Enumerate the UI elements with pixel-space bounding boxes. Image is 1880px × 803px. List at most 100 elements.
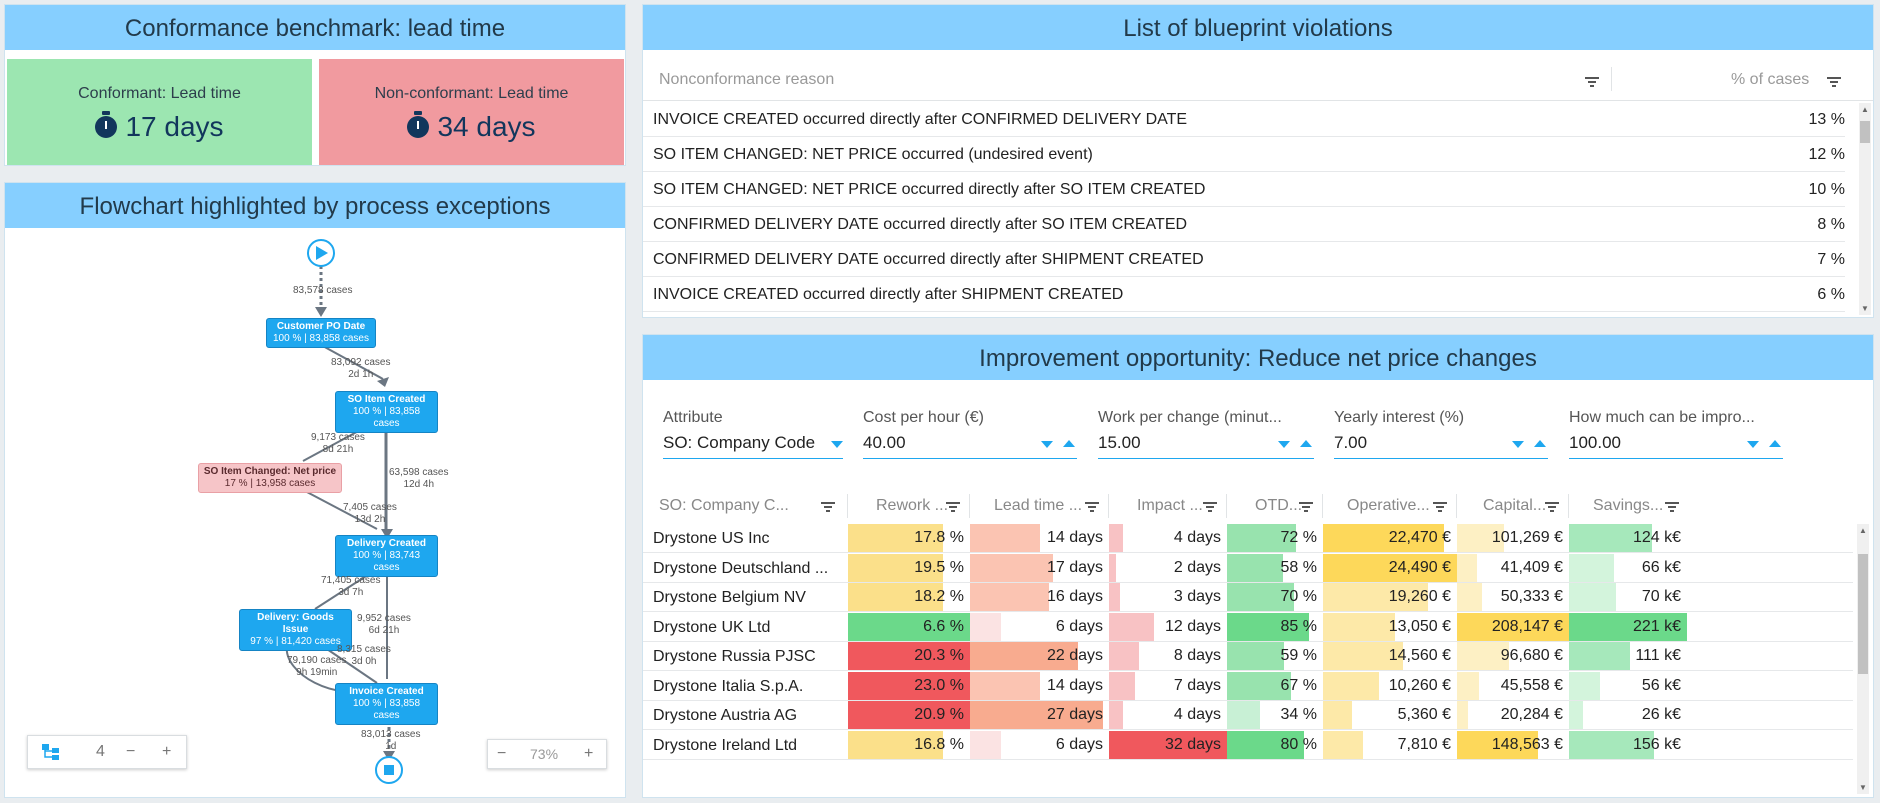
zoom-in-button[interactable]: +	[584, 745, 594, 762]
value-bar	[848, 671, 970, 700]
cell-rework: 17.8 %	[848, 524, 970, 552]
table-row[interactable]: INVOICE CREATED occurred directly after …	[643, 102, 1845, 137]
cost-per-hour-input[interactable]: 40.00	[863, 433, 1077, 459]
cell-impact: 12 days	[1109, 612, 1227, 641]
value-bar	[970, 612, 1001, 641]
improvement-percent-input[interactable]: 100.00	[1569, 433, 1783, 459]
value-bar	[1227, 671, 1292, 700]
table-row[interactable]: CONFIRMED DELIVERY DATE occurred directl…	[643, 207, 1845, 242]
company-name: Drystone Italia S.p.A.	[653, 677, 804, 695]
work-per-change-input[interactable]: 15.00	[1098, 433, 1314, 459]
increment-icon[interactable]	[1534, 440, 1546, 447]
col-header-operative[interactable]: Operative...	[1323, 494, 1457, 518]
cell-oper: 22,470 €	[1323, 524, 1457, 552]
attribute-filter: Attribute SO: Company Code	[663, 409, 843, 459]
table-row[interactable]: Drystone US Inc 17.8 % 14 days 4 days 72 % 22…	[643, 524, 1853, 553]
decrement-icon[interactable]	[1278, 441, 1290, 448]
levels-value: 4	[96, 743, 105, 760]
table-row[interactable]: Drystone Austria AG 20.9 % 27 days 4 days 34…	[643, 701, 1853, 730]
attribute-select[interactable]: SO: Company Code	[663, 433, 843, 459]
col-header-reason[interactable]: Nonconformance reason	[659, 71, 835, 88]
flow-node-invoice-created[interactable]: Invoice Created 100 % | 83,858 cases	[335, 683, 438, 725]
filter-icon	[946, 502, 960, 512]
col-header-capital[interactable]: Capital...	[1457, 494, 1569, 518]
flow-node-delivery-goods-issue[interactable]: Delivery: Goods Issue 97 % | 81,420 cases	[239, 609, 352, 651]
cell-otd: 67 %	[1227, 671, 1323, 700]
value-bar	[1227, 583, 1295, 611]
edge-label: 9,173 cases 8d 21h	[311, 432, 365, 455]
value-bar	[1457, 642, 1509, 670]
cell-oper: 5,360 €	[1323, 701, 1457, 729]
table-row[interactable]: SO ITEM CHANGED: NET PRICE occurred dire…	[643, 172, 1845, 207]
value-bar	[1109, 671, 1135, 700]
col-header-company[interactable]: SO: Company C...	[643, 494, 848, 518]
increment-icon[interactable]	[1063, 440, 1075, 447]
cell-otd: 34 %	[1227, 701, 1323, 729]
cell-lead: 6 days	[970, 612, 1109, 641]
cell-otd: 58 %	[1227, 553, 1323, 582]
table-row[interactable]: Drystone Italia S.p.A. 23.0 % 14 days 7 day…	[643, 671, 1853, 701]
flow-node-delivery-created[interactable]: Delivery Created 100 % | 83,743 cases	[335, 535, 438, 577]
table-row[interactable]: Drystone Belgium NV 18.2 % 16 days 3 days 70…	[643, 583, 1853, 612]
col-header-lead-time[interactable]: Lead time ...	[970, 494, 1109, 518]
table-row[interactable]: Drystone UK Ltd 6.6 % 6 days 12 days 85 % 13,…	[643, 612, 1853, 642]
violations-scrollbar[interactable]: ▲ ▼	[1859, 103, 1871, 315]
value-bar	[1323, 671, 1380, 700]
violations-panel: List of blueprint violations Nonconforma…	[642, 4, 1874, 318]
conformant-value: 17 days	[125, 111, 224, 142]
cell-impact: 4 days	[1109, 701, 1227, 729]
value-bar	[1457, 553, 1478, 582]
table-row[interactable]: Drystone Russia PJSC 20.3 % 22 days 8 days 5…	[643, 642, 1853, 671]
cell-rework: 6.6 %	[848, 612, 970, 641]
hierarchy-icon[interactable]	[42, 744, 60, 760]
stopwatch-icon	[407, 111, 430, 138]
value-bar	[1569, 524, 1652, 552]
flow-node-customer-po-date[interactable]: Customer PO Date 100 % | 83,858 cases	[266, 318, 376, 348]
filter-icon	[1665, 502, 1679, 512]
table-row[interactable]: CONFIRMED DELIVERY DATE occurred directl…	[643, 242, 1845, 277]
col-header-impact[interactable]: Impact ...	[1109, 494, 1227, 518]
col-header-savings[interactable]: Savings...	[1569, 494, 1687, 518]
col-header-otd[interactable]: OTD...	[1227, 494, 1323, 518]
increment-icon[interactable]	[1300, 440, 1312, 447]
chevron-down-icon[interactable]	[831, 441, 843, 448]
flowchart-title: Flowchart highlighted by process excepti…	[5, 183, 625, 231]
decrement-icon[interactable]	[1512, 441, 1524, 448]
value-bar	[1457, 701, 1469, 729]
value-bar	[1457, 730, 1538, 759]
flow-node-so-item-changed-net-price[interactable]: SO Item Changed: Net price 17 % | 13,958 …	[198, 463, 342, 493]
flow-edge	[320, 644, 378, 684]
flowchart-panel: Flowchart highlighted by process excepti…	[4, 182, 626, 798]
zoom-out-button[interactable]: −	[497, 745, 507, 762]
value-bar	[970, 701, 1104, 729]
table-row[interactable]: INVOICE CREATED occurred directly after …	[643, 277, 1845, 312]
value-bar	[848, 701, 970, 729]
value-bar	[1109, 583, 1120, 611]
nonconformant-value: 34 days	[437, 111, 536, 142]
improvement-panel: Improvement opportunity: Reduce net pric…	[642, 334, 1874, 798]
opportunity-scrollbar[interactable]: ▲ ▼	[1857, 524, 1869, 794]
increment-icon[interactable]	[1769, 440, 1781, 447]
table-row[interactable]: Drystone Deutschland ... 19.5 % 17 days 2 d…	[643, 553, 1853, 583]
filter-icon[interactable]	[1827, 77, 1841, 87]
levels-increase-button[interactable]: +	[162, 743, 172, 760]
company-name: Drystone Belgium NV	[653, 589, 806, 606]
value-bar	[1109, 524, 1124, 552]
cell-oper: 14,560 €	[1323, 642, 1457, 670]
yearly-interest-input[interactable]: 7.00	[1334, 433, 1548, 459]
decrement-icon[interactable]	[1747, 441, 1759, 448]
stopwatch-icon	[95, 111, 118, 138]
nonconformant-label: Non-conformant: Lead time	[374, 85, 569, 102]
value-bar	[1227, 524, 1297, 552]
filter-icon[interactable]	[1585, 77, 1599, 87]
col-header-pct[interactable]: % of cases	[1731, 71, 1810, 88]
value-bar	[1569, 612, 1687, 641]
company-name: Drystone US Inc	[653, 530, 770, 547]
table-row[interactable]: Drystone Ireland Ltd 16.8 % 6 days 32 days 8…	[643, 730, 1853, 760]
table-row[interactable]: SO ITEM CHANGED: NET PRICE occurred (und…	[643, 137, 1845, 172]
col-header-rework[interactable]: Rework ...	[848, 494, 970, 518]
flow-node-so-item-created[interactable]: SO Item Created 100 % | 83,858 cases	[335, 391, 438, 433]
decrement-icon[interactable]	[1041, 441, 1053, 448]
value-bar	[1323, 642, 1404, 670]
levels-decrease-button[interactable]: −	[126, 743, 136, 760]
